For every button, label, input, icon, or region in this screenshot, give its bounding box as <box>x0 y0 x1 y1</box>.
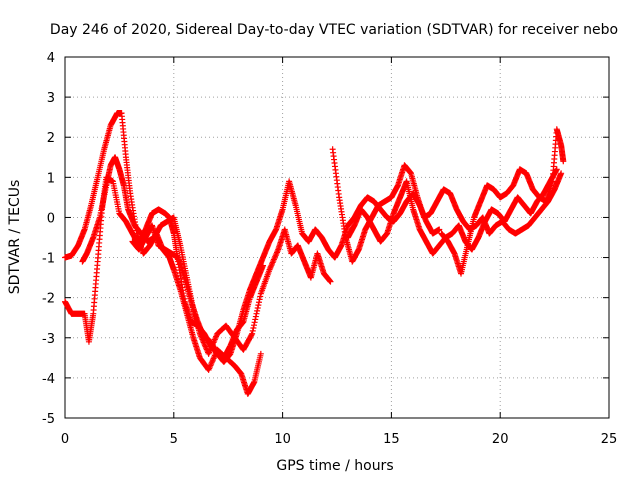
data-point <box>250 325 257 332</box>
data-point <box>252 316 259 323</box>
data-point <box>255 302 262 309</box>
data-point <box>249 327 256 334</box>
axis-ticks: 0 5 10 15 20 25 -5 -4 -3 -2 -1 0 1 2 3 4 <box>42 51 617 447</box>
data-point <box>252 313 259 320</box>
chart-title: Day 246 of 2020, Sidereal Day-to-day VTE… <box>50 22 618 38</box>
data-point <box>560 158 567 165</box>
y-axis-label: SDTVAR / TECUs <box>7 180 23 295</box>
data-point <box>256 296 263 303</box>
series-track-3 <box>79 154 334 357</box>
data-point <box>257 293 264 300</box>
data-point <box>254 307 261 314</box>
plot-frame <box>64 56 610 419</box>
y-tick-label: -1 <box>42 252 55 267</box>
data-point <box>254 304 261 311</box>
x-tick-label: 15 <box>383 432 400 447</box>
data-point <box>251 322 258 329</box>
x-tick-label: 20 <box>492 432 509 447</box>
y-tick-label: -5 <box>42 412 55 427</box>
data-point <box>255 299 262 306</box>
series-track-7 <box>344 166 560 257</box>
series-track-4 <box>129 178 443 365</box>
data-point <box>253 310 260 317</box>
x-axis-label: GPS time / hours <box>276 458 393 474</box>
y-tick-label: 1 <box>47 171 55 186</box>
series-track-1 <box>62 110 264 397</box>
y-tick-label: -3 <box>42 332 55 347</box>
x-tick-label: 10 <box>274 432 291 447</box>
data-point <box>249 330 256 337</box>
y-tick-label: 4 <box>47 51 55 66</box>
y-tick-label: -4 <box>42 372 55 387</box>
data-point <box>251 319 258 326</box>
y-tick-label: 3 <box>47 91 55 106</box>
data-point <box>436 226 443 233</box>
data-point <box>558 170 565 177</box>
x-tick-label: 5 <box>170 432 178 447</box>
data-points <box>62 110 567 397</box>
data-point <box>553 166 560 173</box>
data-point <box>327 278 334 285</box>
data-point <box>248 331 255 338</box>
series-track-5 <box>329 146 565 265</box>
y-tick-label: -2 <box>42 292 55 307</box>
series-track-6 <box>438 126 567 277</box>
y-tick-label: 0 <box>47 211 55 226</box>
y-tick-label: 2 <box>47 131 55 146</box>
data-point <box>257 350 264 357</box>
x-tick-label: 25 <box>601 432 618 447</box>
x-tick-label: 0 <box>61 432 69 447</box>
